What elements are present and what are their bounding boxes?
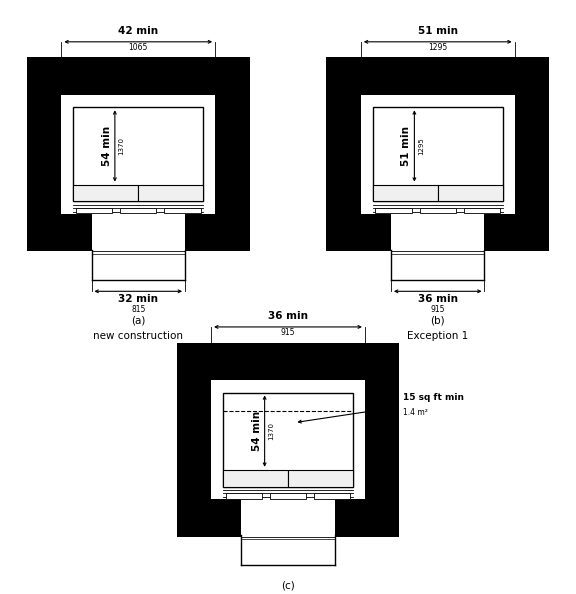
Bar: [376, 208, 412, 213]
Bar: [76, 208, 112, 213]
Bar: [327, 58, 549, 251]
Text: 1.4 m²: 1.4 m²: [403, 407, 428, 416]
Text: (c): (c): [281, 581, 295, 590]
Bar: [464, 208, 500, 213]
Bar: [270, 494, 306, 498]
Bar: [223, 470, 288, 486]
Bar: [73, 185, 138, 201]
Bar: [288, 470, 353, 486]
Bar: [391, 248, 484, 280]
Bar: [62, 94, 215, 214]
Bar: [223, 393, 353, 486]
Text: 15 sq ft min: 15 sq ft min: [403, 393, 464, 402]
Bar: [92, 213, 185, 253]
Text: 1065: 1065: [128, 43, 148, 52]
Text: 1295: 1295: [418, 137, 424, 155]
Text: 51 min: 51 min: [418, 26, 458, 36]
Text: new construction: new construction: [93, 331, 183, 341]
Text: 42 min: 42 min: [118, 26, 158, 36]
Bar: [438, 185, 503, 201]
Text: (b): (b): [430, 315, 445, 326]
Text: 915: 915: [430, 305, 445, 314]
Text: 54 min: 54 min: [102, 126, 112, 166]
Bar: [419, 208, 456, 213]
Bar: [27, 58, 249, 251]
Bar: [314, 494, 350, 498]
Bar: [391, 213, 484, 253]
Bar: [211, 380, 365, 500]
Bar: [373, 185, 438, 201]
Bar: [373, 108, 503, 201]
Text: 36 min: 36 min: [418, 294, 458, 304]
Text: 1370: 1370: [268, 422, 274, 440]
Text: (a): (a): [131, 315, 145, 326]
Bar: [138, 185, 203, 201]
Bar: [73, 108, 203, 201]
Bar: [120, 208, 157, 213]
Bar: [226, 494, 262, 498]
Text: 54 min: 54 min: [252, 411, 262, 451]
Bar: [164, 208, 200, 213]
Text: 51 min: 51 min: [401, 126, 411, 166]
Text: 32 min: 32 min: [118, 294, 158, 304]
Text: 1370: 1370: [119, 137, 124, 155]
Text: 36 min: 36 min: [268, 311, 308, 321]
Text: 815: 815: [131, 305, 145, 314]
Bar: [241, 498, 335, 538]
Bar: [92, 248, 185, 280]
Bar: [177, 343, 399, 536]
Text: 915: 915: [281, 328, 295, 337]
Text: Exception 1: Exception 1: [407, 331, 468, 341]
Bar: [361, 94, 514, 214]
Bar: [241, 533, 335, 565]
Text: 1295: 1295: [428, 43, 448, 52]
